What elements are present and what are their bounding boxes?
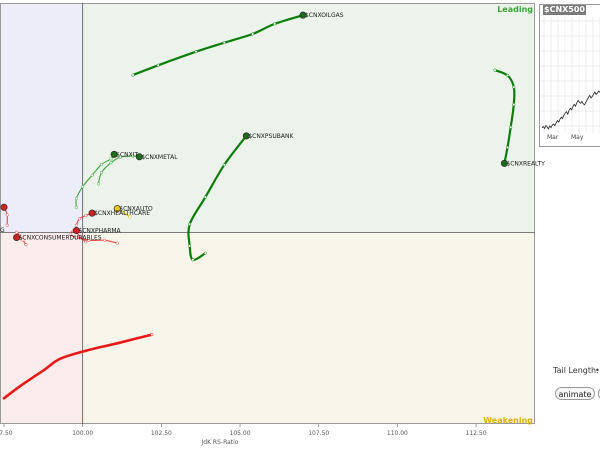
series-tail-point <box>493 68 497 72</box>
series-label: $CNXPSUBANK <box>248 133 294 140</box>
series-tail-point <box>74 235 78 240</box>
quadrant-backgrounds <box>0 3 536 424</box>
series-tail-point <box>96 182 100 186</box>
series-label: $CNXOILGAS <box>305 12 344 19</box>
series-tail-point <box>84 240 88 244</box>
series-tail-point <box>122 210 126 215</box>
series-tail-point <box>100 162 104 166</box>
series-tail-point <box>74 196 78 201</box>
series-tail-point <box>90 173 94 177</box>
series-head-point <box>72 227 80 235</box>
x-tick-label: 105.00 <box>230 430 251 437</box>
x-tick-label: 112.50 <box>466 430 487 437</box>
series-label: $CNXIT <box>116 151 138 158</box>
quadrant-leading <box>82 3 536 233</box>
x-tick-label: 102.50 <box>151 430 172 437</box>
series-tail-point <box>131 154 135 158</box>
series-tail-point <box>512 85 516 89</box>
x-tick-label: 110.00 <box>387 430 408 437</box>
quadrant-weakening <box>82 232 536 424</box>
chart-axes: 97.50 100.00 102.50 105.00 107.50 110.00 112.5… <box>0 3 535 437</box>
series-tail-point <box>74 223 78 227</box>
series-tail-point <box>84 214 88 218</box>
series-head-point <box>13 234 21 242</box>
benchmark-month-label: Mar <box>547 134 559 141</box>
series-tail-point <box>188 244 192 248</box>
series-tail-point <box>188 222 192 226</box>
series-tail-point <box>87 238 91 242</box>
series-tail-point <box>5 213 9 217</box>
series-heads: $CNXOILGAS$CNXREALTY$CNXPSUBANK$CNXIT $CN… <box>0 11 545 242</box>
series-tail-point <box>194 50 198 54</box>
series-tail-point <box>77 234 82 239</box>
quadrant-label-weakening: Weakening <box>483 416 533 425</box>
benchmark-title: $CNX500 <box>543 5 586 15</box>
benchmark-grid <box>540 17 600 133</box>
benchmark-price-line <box>541 90 600 130</box>
benchmark-month-label: May <box>571 134 584 141</box>
x-tick-label: 97.50 <box>0 430 13 437</box>
series-head-point <box>113 205 121 213</box>
series-head-point <box>88 209 96 217</box>
x-axis-label: JdK RS-Ratio <box>201 439 239 446</box>
series-tail-point <box>21 238 25 242</box>
benchmark-mini-chart: $CNX500 Mar May <box>539 4 600 147</box>
series-tail-point <box>505 73 510 77</box>
series-tail-point <box>15 230 19 234</box>
plot-border <box>0 3 535 424</box>
series-tail-point <box>203 195 207 199</box>
series-tail-point <box>156 63 160 67</box>
series-tail-point <box>109 157 113 161</box>
series-head-point <box>110 150 118 158</box>
series-head-point <box>299 11 307 19</box>
series-label: $CNXHEALTHCARE <box>94 210 150 217</box>
quadrant-label-leading: Leading <box>497 5 533 14</box>
quadrant-improving <box>0 3 83 233</box>
series-head-point <box>0 203 8 211</box>
series-label: $CNXAUTO <box>119 206 153 213</box>
series-tail-point <box>100 170 104 174</box>
series-tail-point <box>128 215 132 219</box>
series-tail-point <box>222 163 226 167</box>
series-label: $CNXPHARMA <box>78 228 121 235</box>
series-head-point <box>135 153 143 161</box>
series-tail-point <box>77 217 82 221</box>
series-tail-point <box>81 185 85 189</box>
series-tail-point <box>509 125 513 129</box>
series-label: $CNXCONSUMERDURABLES <box>19 235 102 242</box>
series-tail-point <box>222 41 226 45</box>
series-tail-point <box>5 223 9 227</box>
series-tail-point <box>203 251 207 255</box>
tail-length-control[interactable]: • <box>595 366 600 375</box>
series-label: $CNXMETAL <box>141 154 178 161</box>
quadrant-lagging <box>0 232 83 424</box>
x-tick-label: 100.00 <box>72 430 93 437</box>
series-tail-point <box>505 145 510 149</box>
series-tail-point <box>103 238 107 242</box>
series-tail-point <box>191 258 195 262</box>
animate-button[interactable]: animate <box>555 387 595 400</box>
series-tail-point <box>273 22 277 26</box>
series-tail-point <box>109 161 113 165</box>
series-head-point <box>242 132 250 140</box>
series-tail-point <box>131 73 135 77</box>
left-edge-label: G <box>0 227 5 234</box>
series-tail-point <box>74 206 78 210</box>
series-tail-point <box>118 155 122 159</box>
series-tail-point <box>24 243 28 247</box>
tail-length-label: Tail Length: <box>553 366 599 375</box>
series-tail-point <box>115 241 119 245</box>
series-label: $CNXREALTY <box>506 160 545 167</box>
series-tail-point <box>68 232 72 236</box>
x-tick-label: 107.50 <box>308 430 329 437</box>
series-tail-point <box>251 32 255 36</box>
series-tail <box>2 333 154 400</box>
series-tail-point <box>150 333 154 337</box>
series-tail-point <box>512 103 516 107</box>
series-head-point <box>500 159 508 167</box>
